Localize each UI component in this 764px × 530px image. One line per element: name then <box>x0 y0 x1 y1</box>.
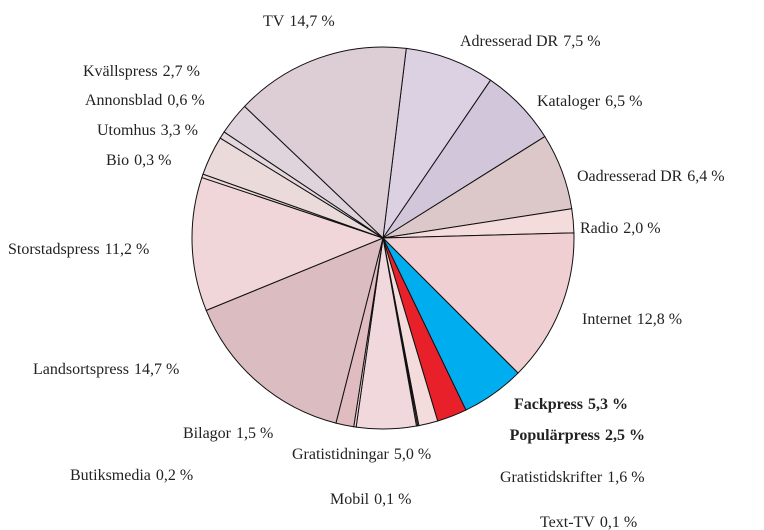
slice <box>191 176 385 312</box>
category-name: Populärpress <box>510 427 600 444</box>
slice-label: Gratistidskrifter 1,6 % <box>500 469 645 486</box>
value-label: 5,3 % <box>588 396 628 413</box>
value-label: 11,2 % <box>105 241 150 258</box>
category-name: Landsortspress <box>33 361 129 378</box>
slice-label: Annonsblad 0,6 % <box>85 92 205 109</box>
category-name: Gratistidningar <box>292 446 390 463</box>
slice-label: Utomhus 3,3 % <box>97 122 198 139</box>
value-label: 2,5 % <box>605 427 645 444</box>
value-label: 6,5 % <box>605 93 642 110</box>
category-name: Mobil <box>330 491 370 508</box>
value-label: 0,1 % <box>600 514 637 530</box>
value-label: 2,7 % <box>163 63 200 80</box>
slice-label: TV 14,7 % <box>263 13 335 30</box>
value-label: 3,3 % <box>161 122 198 139</box>
slice-label: Bio 0,3 % <box>106 152 171 169</box>
category-name: Bio <box>106 152 129 169</box>
slice <box>381 232 575 374</box>
slice-label: Bilagor 1,5 % <box>183 425 273 442</box>
slice-label: Text-TV 0,1 % <box>540 514 637 530</box>
slice-label: Fackpress 5,3 % <box>514 396 628 413</box>
value-label: 1,5 % <box>236 425 273 442</box>
category-name: Adresserad DR <box>460 33 559 50</box>
value-label: 0,3 % <box>134 152 171 169</box>
slice-label: Internet 12,8 % <box>582 311 682 328</box>
slice-label: Adresserad DR 7,5 % <box>460 33 601 50</box>
value-label: 1,6 % <box>607 469 644 486</box>
category-name: Radio <box>580 220 618 237</box>
slice-label: Landsortspress 14,7 % <box>33 361 179 378</box>
category-name: Kvällspress <box>83 63 158 80</box>
slice-label: Gratistidningar 5,0 % <box>292 446 431 463</box>
category-name: Gratistidskrifter <box>500 469 603 486</box>
value-label: 0,1 % <box>374 491 411 508</box>
slice-label: Kataloger 6,5 % <box>537 93 642 110</box>
value-label: 14,7 % <box>134 361 179 378</box>
value-label: 7,5 % <box>563 33 600 50</box>
category-name: Butiksmedia <box>70 467 151 484</box>
value-label: 14,7 % <box>289 13 334 30</box>
slice-label: Oadresserad DR 6,4 % <box>577 168 725 185</box>
category-name: Oadresserad DR <box>577 168 683 185</box>
slice <box>243 46 407 240</box>
slice-label: Radio 2,0 % <box>580 220 661 237</box>
category-name: Fackpress <box>514 396 583 413</box>
slice-label: Butiksmedia 0,2 % <box>70 467 193 484</box>
value-label: 6,4 % <box>687 168 724 185</box>
category-name: Internet <box>582 311 632 328</box>
value-label: 5,0 % <box>394 446 431 463</box>
value-label: 2,0 % <box>623 220 660 237</box>
category-name: Text-TV <box>540 514 595 530</box>
category-name: TV <box>263 13 285 30</box>
value-label: 12,8 % <box>637 311 682 328</box>
slice-label: Populärpress 2,5 % <box>510 427 645 444</box>
category-name: Storstadspress <box>8 241 100 258</box>
value-label: 0,6 % <box>167 92 204 109</box>
category-name: Kataloger <box>537 93 601 110</box>
slice-label: Kvällspress 2,7 % <box>83 63 200 80</box>
slice-label: Storstadspress 11,2 % <box>8 241 149 258</box>
category-name: Annonsblad <box>85 92 162 109</box>
value-label: 0,2 % <box>156 467 193 484</box>
category-name: Utomhus <box>97 122 156 139</box>
slice-label: Mobil 0,1 % <box>330 491 411 508</box>
category-name: Bilagor <box>183 425 232 442</box>
slice <box>205 237 384 424</box>
